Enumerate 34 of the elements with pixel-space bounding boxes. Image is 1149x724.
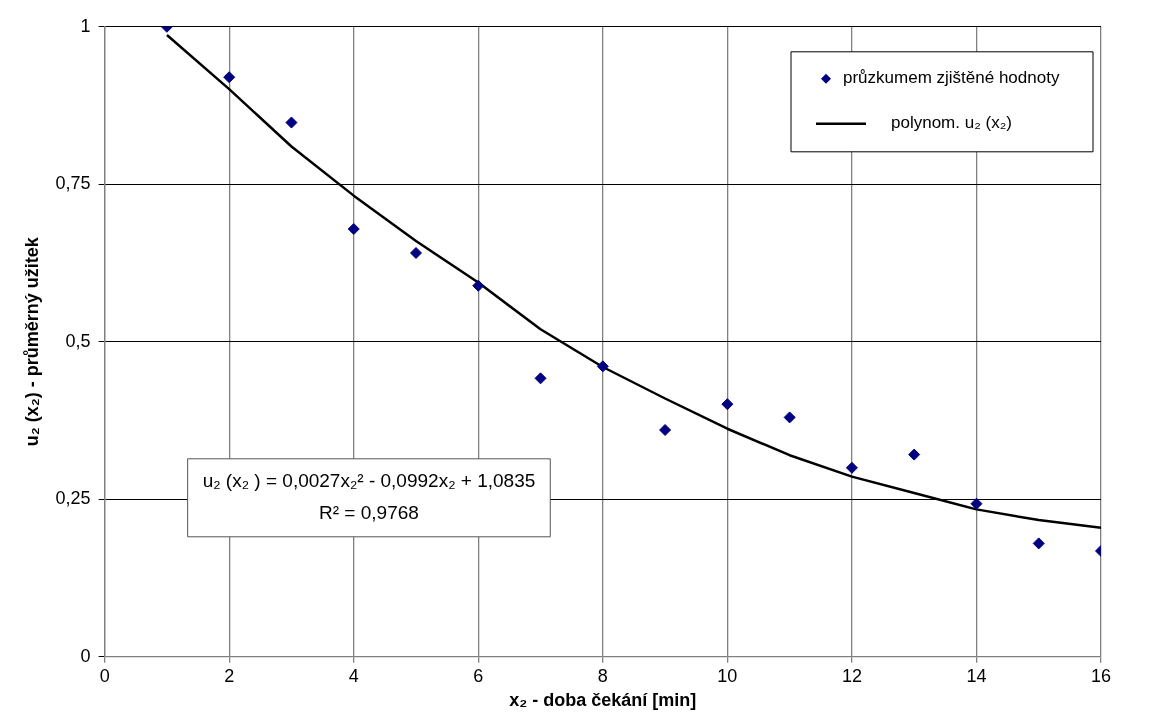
y-tick-label: 0,25 xyxy=(55,488,91,509)
point xyxy=(970,497,983,510)
point xyxy=(845,461,858,474)
point xyxy=(659,424,672,436)
point xyxy=(472,279,485,292)
annotation: R² = 0,9768 xyxy=(319,502,419,524)
annotation: u₂ (x₂ ) = 0,0027x₂² - 0,0992x₂ + 1,0835 xyxy=(202,470,536,492)
point xyxy=(908,448,921,461)
x-tick-label: 6 xyxy=(473,665,484,686)
point xyxy=(223,71,236,84)
y-tick-label: 0 xyxy=(80,645,91,666)
x-tick-label: 8 xyxy=(597,665,608,686)
legend-label: průzkumem zjištěné hodnoty xyxy=(843,68,1060,88)
point xyxy=(596,360,609,373)
x-axis-title: x₂ - doba čekání [min] xyxy=(509,690,697,711)
x-tick-label: 0 xyxy=(99,665,110,686)
point xyxy=(1032,537,1045,550)
y-tick-label: 0,75 xyxy=(55,173,91,194)
x-tick-label: 16 xyxy=(1090,665,1112,686)
point xyxy=(347,223,360,236)
point xyxy=(410,246,422,259)
y-tick-label: 1 xyxy=(80,15,91,36)
y-tick-label: 0,5 xyxy=(65,330,91,351)
point xyxy=(721,398,734,411)
point xyxy=(285,116,298,129)
legend-label: polynom. u₂ (x₂) xyxy=(891,113,1012,133)
point xyxy=(783,411,796,424)
point xyxy=(534,372,547,385)
x-tick-label: 10 xyxy=(717,665,738,686)
y-axis-title: u₂ (x₂) - průměrný užitek xyxy=(21,236,42,447)
x-tick-label: 2 xyxy=(224,665,235,686)
x-tick-label: 14 xyxy=(966,665,987,686)
x-tick-label: 12 xyxy=(841,665,862,686)
x-tick-label: 4 xyxy=(348,665,359,686)
